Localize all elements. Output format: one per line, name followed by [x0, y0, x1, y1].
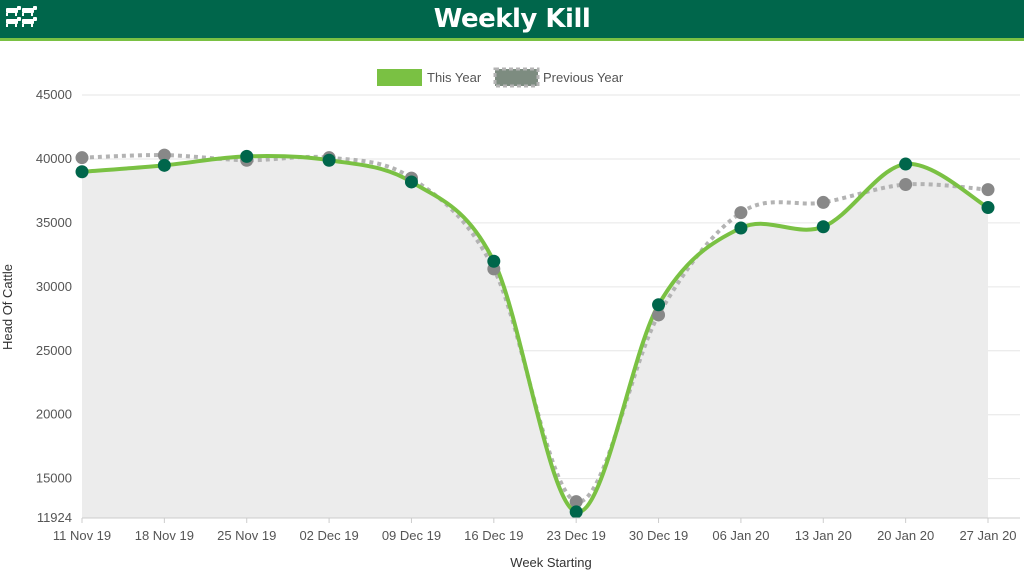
data-point-this-year[interactable]	[816, 220, 830, 234]
x-tick-label: 02 Dec 19	[299, 528, 358, 543]
weekly-kill-chart: This Year Previous Year 11 Nov 19 18 Nov …	[0, 67, 1020, 570]
series-area-this-year	[82, 156, 988, 518]
cattle-icon	[6, 6, 37, 27]
data-point-this-year[interactable]	[487, 254, 501, 268]
data-point-previous-year[interactable]	[734, 206, 748, 220]
x-tick-label: 23 Dec 19	[547, 528, 606, 543]
data-point-this-year[interactable]	[75, 165, 89, 179]
legend-item-this-year[interactable]: This Year	[377, 69, 482, 86]
y-tick-label: 15000	[36, 471, 72, 486]
y-tick-label: 25000	[36, 343, 72, 358]
data-point-this-year[interactable]	[322, 153, 336, 167]
data-point-previous-year[interactable]	[816, 195, 830, 209]
x-tick-label: 27 Jan 20	[959, 528, 1016, 543]
x-tick-label: 16 Dec 19	[464, 528, 523, 543]
x-tick-label: 09 Dec 19	[382, 528, 441, 543]
data-point-previous-year[interactable]	[75, 151, 89, 165]
x-tick-label: 06 Jan 20	[712, 528, 769, 543]
data-point-previous-year[interactable]	[899, 178, 913, 192]
x-tick-label: 11 Nov 19	[53, 528, 111, 543]
data-point-this-year[interactable]	[240, 149, 254, 163]
data-point-this-year[interactable]	[569, 505, 583, 519]
x-tick-label: 25 Nov 19	[217, 528, 276, 543]
data-point-previous-year[interactable]	[981, 183, 995, 197]
legend: This Year Previous Year	[377, 67, 624, 88]
data-point-this-year[interactable]	[157, 158, 171, 172]
legend-item-previous-year[interactable]: Previous Year	[493, 67, 624, 88]
y-tick-label: 30000	[36, 279, 72, 294]
x-tick-label: 18 Nov 19	[135, 528, 194, 543]
page-title: Weekly Kill	[433, 4, 591, 34]
x-tick-label: 13 Jan 20	[795, 528, 852, 543]
y-tick-label: 11924	[37, 510, 72, 525]
y-tick-label: 40000	[36, 151, 72, 166]
legend-label-this-year: This Year	[427, 70, 482, 85]
data-point-this-year[interactable]	[404, 175, 418, 189]
data-point-previous-year[interactable]	[569, 495, 583, 509]
data-point-this-year[interactable]	[899, 157, 913, 171]
data-point-this-year[interactable]	[652, 298, 666, 312]
x-tick-label: 20 Jan 20	[877, 528, 934, 543]
data-point-this-year[interactable]	[734, 221, 748, 235]
x-tick-label: 30 Dec 19	[629, 528, 688, 543]
x-axis-title: Week Starting	[510, 555, 591, 570]
data-point-this-year[interactable]	[981, 201, 995, 215]
legend-label-previous-year: Previous Year	[543, 70, 624, 85]
y-tick-label: 35000	[36, 215, 72, 230]
y-axis-title: Head Of Cattle	[0, 264, 15, 350]
data-point-previous-year[interactable]	[157, 148, 171, 162]
y-tick-label: 45000	[36, 87, 72, 102]
header-bar: Weekly Kill	[0, 0, 1024, 41]
y-tick-label: 20000	[36, 407, 72, 422]
data-point-previous-year[interactable]	[652, 308, 666, 322]
